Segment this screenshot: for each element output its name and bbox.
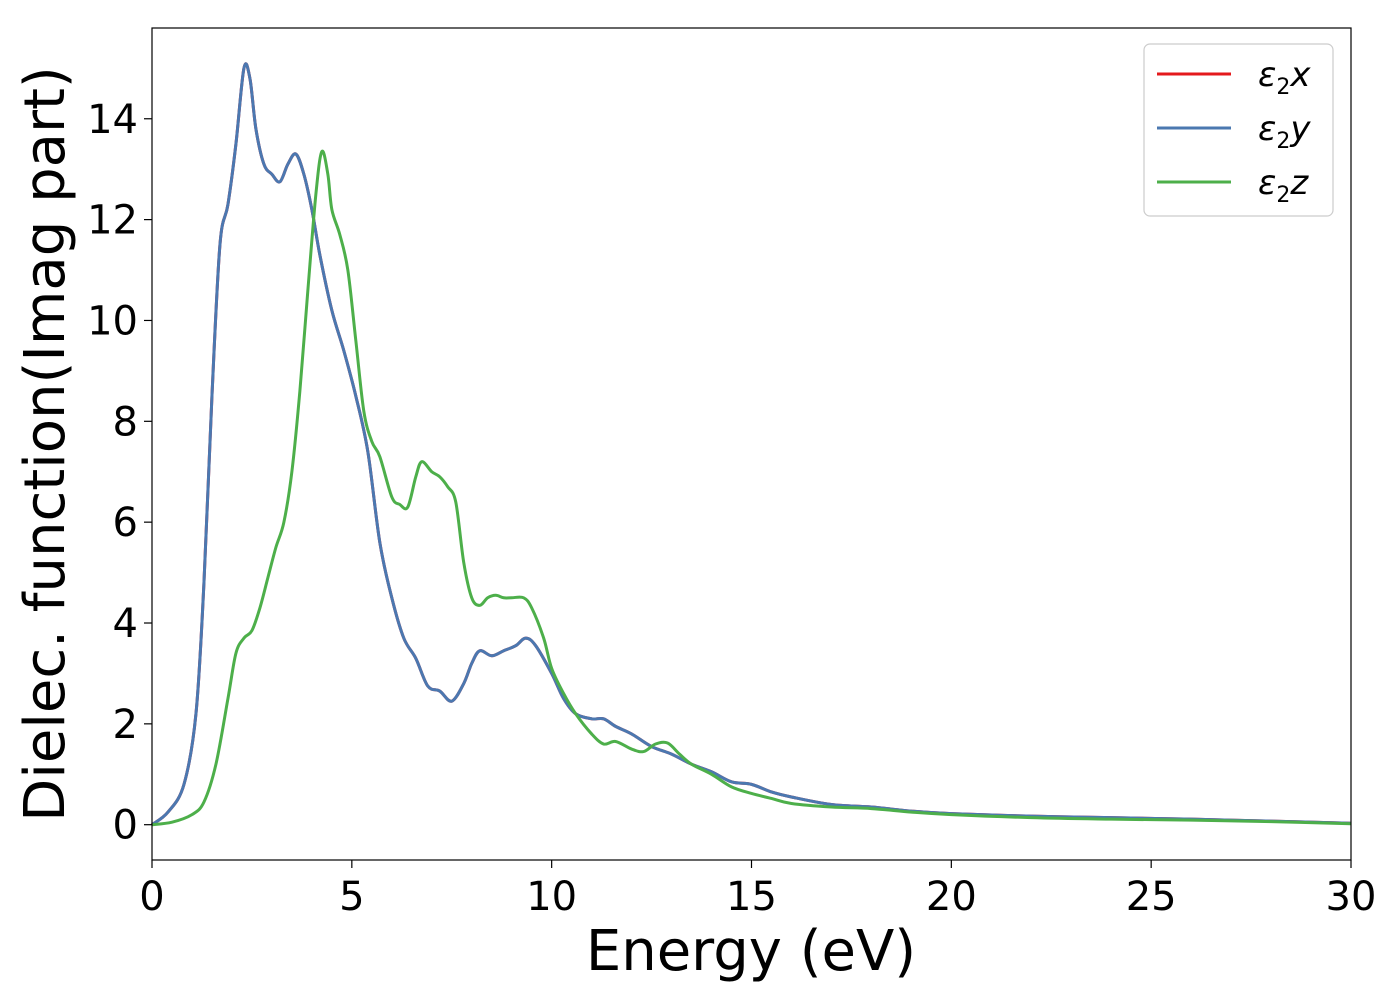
x-tick-label: 15 bbox=[726, 874, 777, 920]
legend-box bbox=[1143, 43, 1334, 217]
x-tick-label: 20 bbox=[926, 874, 977, 920]
y-tick-label: 12 bbox=[87, 198, 138, 244]
plot-lines bbox=[151, 62, 1352, 827]
y-tick-label: 0 bbox=[113, 803, 138, 849]
y-tick-label: 14 bbox=[87, 97, 138, 143]
y-tick-label: 10 bbox=[87, 298, 138, 344]
legend-label-y: ε2y bbox=[1258, 109, 1311, 154]
x-axis-title: Energy (eV) bbox=[586, 919, 916, 984]
y-tick-label: 6 bbox=[113, 500, 138, 546]
series-line-z bbox=[151, 149, 1352, 827]
series-line-y bbox=[151, 62, 1352, 826]
x-tick-label: 25 bbox=[1126, 874, 1177, 920]
x-tick-label: 5 bbox=[339, 874, 364, 920]
legend-label-z: ε2z bbox=[1258, 163, 1309, 208]
y-tick-label: 8 bbox=[113, 399, 138, 445]
y-axis-ticks: 0 2 4 6 8 10 12 14 bbox=[87, 97, 152, 849]
y-tick-label: 2 bbox=[113, 702, 138, 748]
x-tick-label: 10 bbox=[526, 874, 577, 920]
legend: ε2x ε2y ε2z bbox=[1143, 43, 1334, 217]
x-tick-label: 30 bbox=[1326, 874, 1377, 920]
x-tick-label: 0 bbox=[139, 874, 164, 920]
y-tick-label: 4 bbox=[113, 601, 138, 647]
y-axis-title: Dielec. function(Imag part) bbox=[13, 66, 78, 822]
x-axis-ticks: 0 5 10 15 20 25 30 bbox=[139, 860, 1376, 920]
legend-label-x: ε2x bbox=[1258, 55, 1311, 100]
